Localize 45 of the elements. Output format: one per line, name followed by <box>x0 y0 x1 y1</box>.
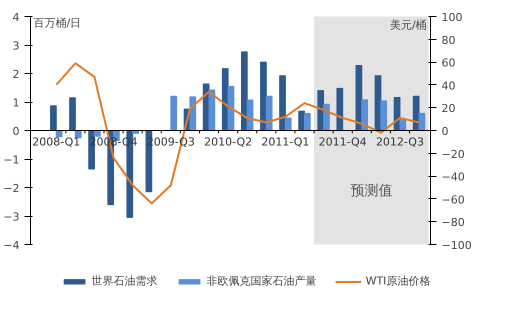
legend-label: WTI原油价格 <box>366 274 430 288</box>
y2-tick-label: −40 <box>442 170 465 184</box>
y2-tick-label: 60 <box>442 56 456 70</box>
y-tick-label: 4 <box>12 11 20 24</box>
annotation: 预测值 <box>350 182 392 199</box>
y-tick-label: −2 <box>3 182 20 195</box>
bar <box>374 75 382 131</box>
y2-tick-label: −60 <box>442 193 465 206</box>
bar <box>418 112 426 131</box>
y-tick-label: −4 <box>3 239 20 252</box>
y-tick-label: −1 <box>3 154 20 166</box>
bar <box>50 105 57 131</box>
bar <box>356 65 362 131</box>
x-tick-label: 2012-Q3 <box>376 136 424 148</box>
y-axis-title: 百万桶/日 <box>34 16 82 30</box>
y2-tick-label: 40 <box>442 79 456 92</box>
y2-tick-label: 20 <box>442 102 456 116</box>
x-tick-label: 2008-Q1 <box>32 136 80 148</box>
bar <box>304 112 311 131</box>
bar <box>69 97 76 131</box>
y-tick-label: 0 <box>12 125 20 138</box>
y2-tick-label: −20 <box>442 148 465 161</box>
x-tick-label: 2011-Q1 <box>261 136 310 148</box>
legend-label: 非欧佩克国家石油产量 <box>206 274 317 288</box>
y-tick-label: 1 <box>12 96 20 110</box>
bar <box>279 75 286 131</box>
bar <box>246 100 254 131</box>
y2-tick-label: −80 <box>442 216 465 230</box>
y2-axis-title: 美元/桶 <box>390 18 427 32</box>
y-tick-label: 3 <box>12 40 20 52</box>
y2-tick-label: −100 <box>442 239 472 252</box>
y-tick-label: −3 <box>3 210 20 224</box>
bar <box>260 62 267 131</box>
y2-tick-label: 0 <box>442 125 448 138</box>
bar <box>380 100 388 131</box>
x-tick-label: 2010-Q2 <box>204 136 252 148</box>
bar <box>323 104 330 131</box>
bar <box>284 117 292 131</box>
y2-tick-label: 80 <box>442 34 456 47</box>
y2-tick-label: 100 <box>442 11 462 24</box>
bar <box>228 86 234 131</box>
y-tick-label: 2 <box>12 68 20 81</box>
legend-label: 世界石油需求 <box>92 274 158 288</box>
x-tick-label: 2011-Q4 <box>318 136 367 148</box>
bar <box>170 96 178 131</box>
